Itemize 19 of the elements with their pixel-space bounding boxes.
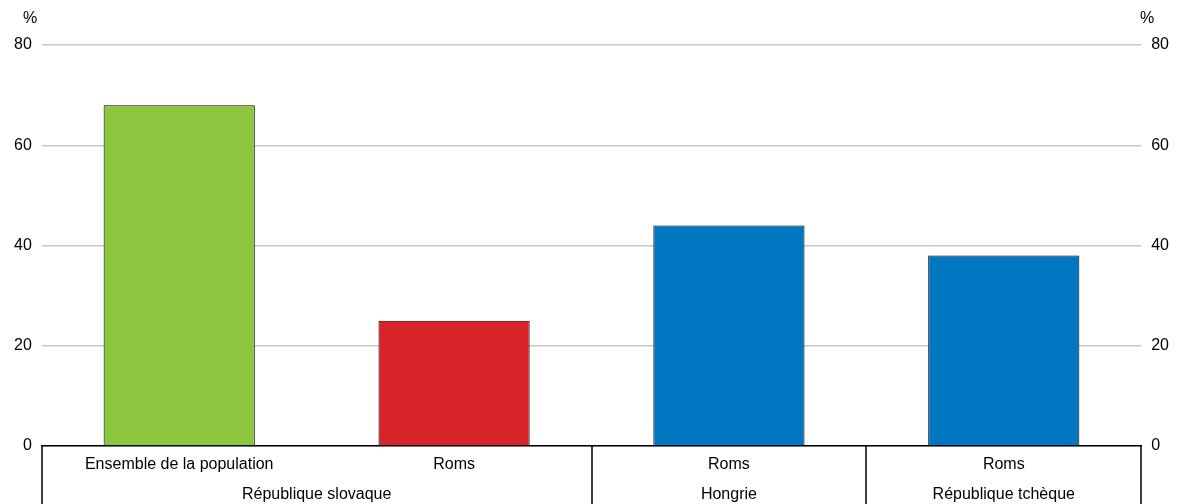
x-tick-label: Ensemble de la population [84,455,274,473]
y2-tick-label: 80 [1151,35,1170,53]
x-tick-label: Roms [433,455,475,473]
y-tick-label: 0 [22,436,32,454]
y-tick-label: 40 [14,235,32,253]
y-tick-label: 60 [14,135,32,153]
y2-tick-label: 0 [1151,436,1161,454]
y2-tick-label: 20 [1151,336,1170,354]
x-tick-label: Roms [982,455,1025,473]
y2-axis-title: % [1139,9,1155,27]
y-tick-label: 80 [14,35,32,53]
text: Hongrie [700,485,758,503]
y2-tick-label: 40 [1151,235,1170,253]
text: République tchèque [932,485,1076,503]
y2-tick-label: 60 [1151,135,1170,153]
y-axis-title: % [22,9,38,27]
text: République slovaque [241,485,392,503]
x-tick-label: Roms [708,455,750,473]
y-tick-label: 20 [14,336,32,354]
